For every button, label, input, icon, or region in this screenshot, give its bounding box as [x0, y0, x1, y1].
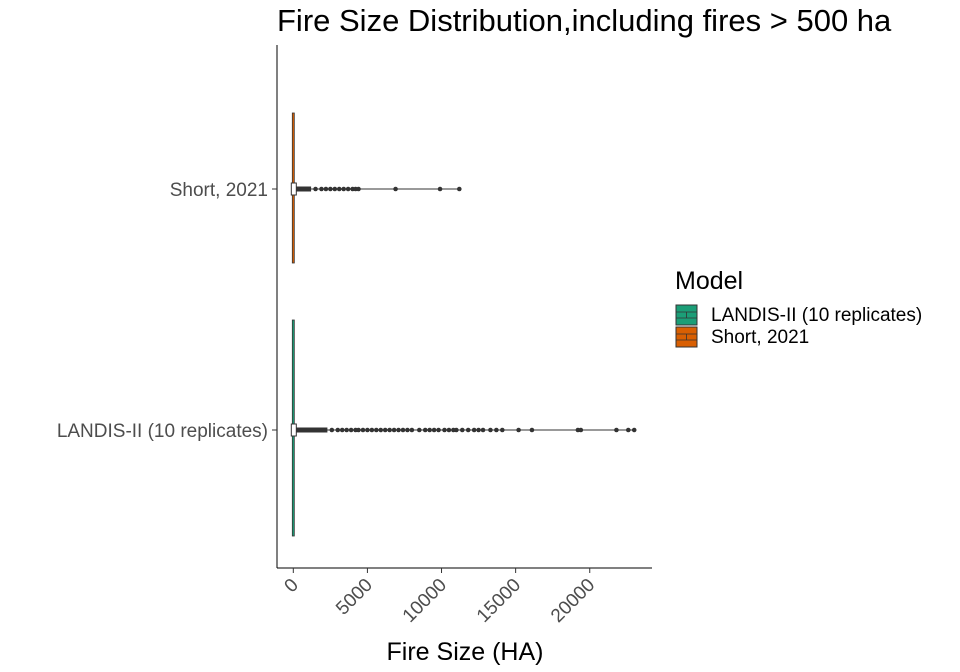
outlier-point: [400, 427, 406, 433]
outlier-point: [422, 427, 428, 433]
outlier-point: [356, 427, 361, 433]
outlier-point: [391, 427, 397, 433]
outlier-point: [409, 427, 415, 433]
outlier-point: [323, 186, 329, 192]
outlier-point: [436, 427, 441, 433]
outlier-point: [442, 427, 447, 433]
outlier-point: [499, 427, 505, 433]
outlier-point: [416, 427, 422, 433]
outlier-point: [387, 427, 392, 433]
outlier-point: [488, 427, 493, 433]
outlier-point: [431, 427, 437, 433]
outlier-point: [396, 427, 401, 433]
legend-title: Model: [675, 267, 743, 295]
outlier-point: [345, 186, 351, 192]
x-tick-label-10000: 10000: [399, 575, 451, 627]
x-axis-ticks: 0 5000 10000 15000 20000: [281, 568, 599, 627]
outlier-point: [339, 427, 345, 433]
outlier-point: [365, 427, 370, 433]
outlier-point: [405, 427, 410, 433]
outlier-point: [471, 427, 477, 433]
outlier-point: [335, 427, 341, 433]
y-tick-label-landis-ii: LANDIS-II (10 replicates): [57, 421, 268, 442]
outlier-point: [427, 427, 432, 433]
outlier-point: [625, 427, 631, 433]
outlier-point: [446, 427, 452, 433]
outlier-point: [382, 427, 388, 433]
outlier-point: [465, 427, 471, 433]
y-tick-label-short-2021: Short, 2021: [170, 180, 268, 201]
outlier-point: [378, 427, 384, 433]
outlier-point: [348, 427, 354, 433]
outlier-point: [356, 186, 361, 192]
outlier-point: [529, 427, 535, 433]
outlier-point: [393, 186, 398, 192]
legend-label-short-2021: Short, 2021: [711, 327, 809, 348]
outlier-point: [369, 427, 375, 433]
box-short-2021: [290, 182, 297, 196]
plot-area: [290, 112, 637, 537]
x-tick-label-5000: 5000: [332, 575, 377, 620]
outlier-point: [494, 427, 499, 433]
box-landis-ii: [290, 423, 297, 437]
outlier-point: [516, 427, 521, 433]
legend: LANDIS-II (10 replicates)Short, 2021: [675, 304, 922, 348]
outlier-point: [329, 427, 335, 433]
outlier-point: [344, 427, 349, 433]
outlier-point: [454, 427, 459, 433]
outlier-point: [360, 427, 366, 433]
outlier-band-landis-ii: [296, 427, 328, 433]
outlier-point: [437, 186, 443, 192]
outlier-band-short-2021: [296, 186, 312, 192]
series-landis-ii: [290, 319, 637, 537]
x-tick-label-20000: 20000: [547, 575, 599, 627]
outlier-point: [476, 427, 481, 433]
outlier-point: [319, 186, 324, 192]
legend-swatch-landis-ii: [675, 304, 698, 326]
outlier-point: [457, 186, 462, 192]
outlier-point: [578, 427, 584, 433]
x-axis-label: Fire Size (HA): [387, 638, 544, 666]
outlier-point: [313, 186, 318, 192]
legend-swatch-short-2021: [675, 326, 698, 348]
outlier-point: [614, 427, 619, 433]
outlier-point: [480, 427, 486, 433]
outlier-point: [459, 427, 465, 433]
x-tick-label-15000: 15000: [473, 575, 525, 627]
outlier-point: [336, 186, 342, 192]
outlier-point: [332, 186, 338, 192]
chart-title: Fire Size Distribution,including fires >…: [277, 3, 892, 38]
legend-label-landis-ii: LANDIS-II (10 replicates): [711, 305, 922, 326]
series-short-2021: [290, 112, 462, 264]
outlier-point: [341, 186, 346, 192]
x-tick-label-0: 0: [281, 575, 303, 597]
outlier-point: [374, 427, 379, 433]
outlier-point: [328, 186, 333, 192]
outlier-point: [631, 427, 637, 433]
